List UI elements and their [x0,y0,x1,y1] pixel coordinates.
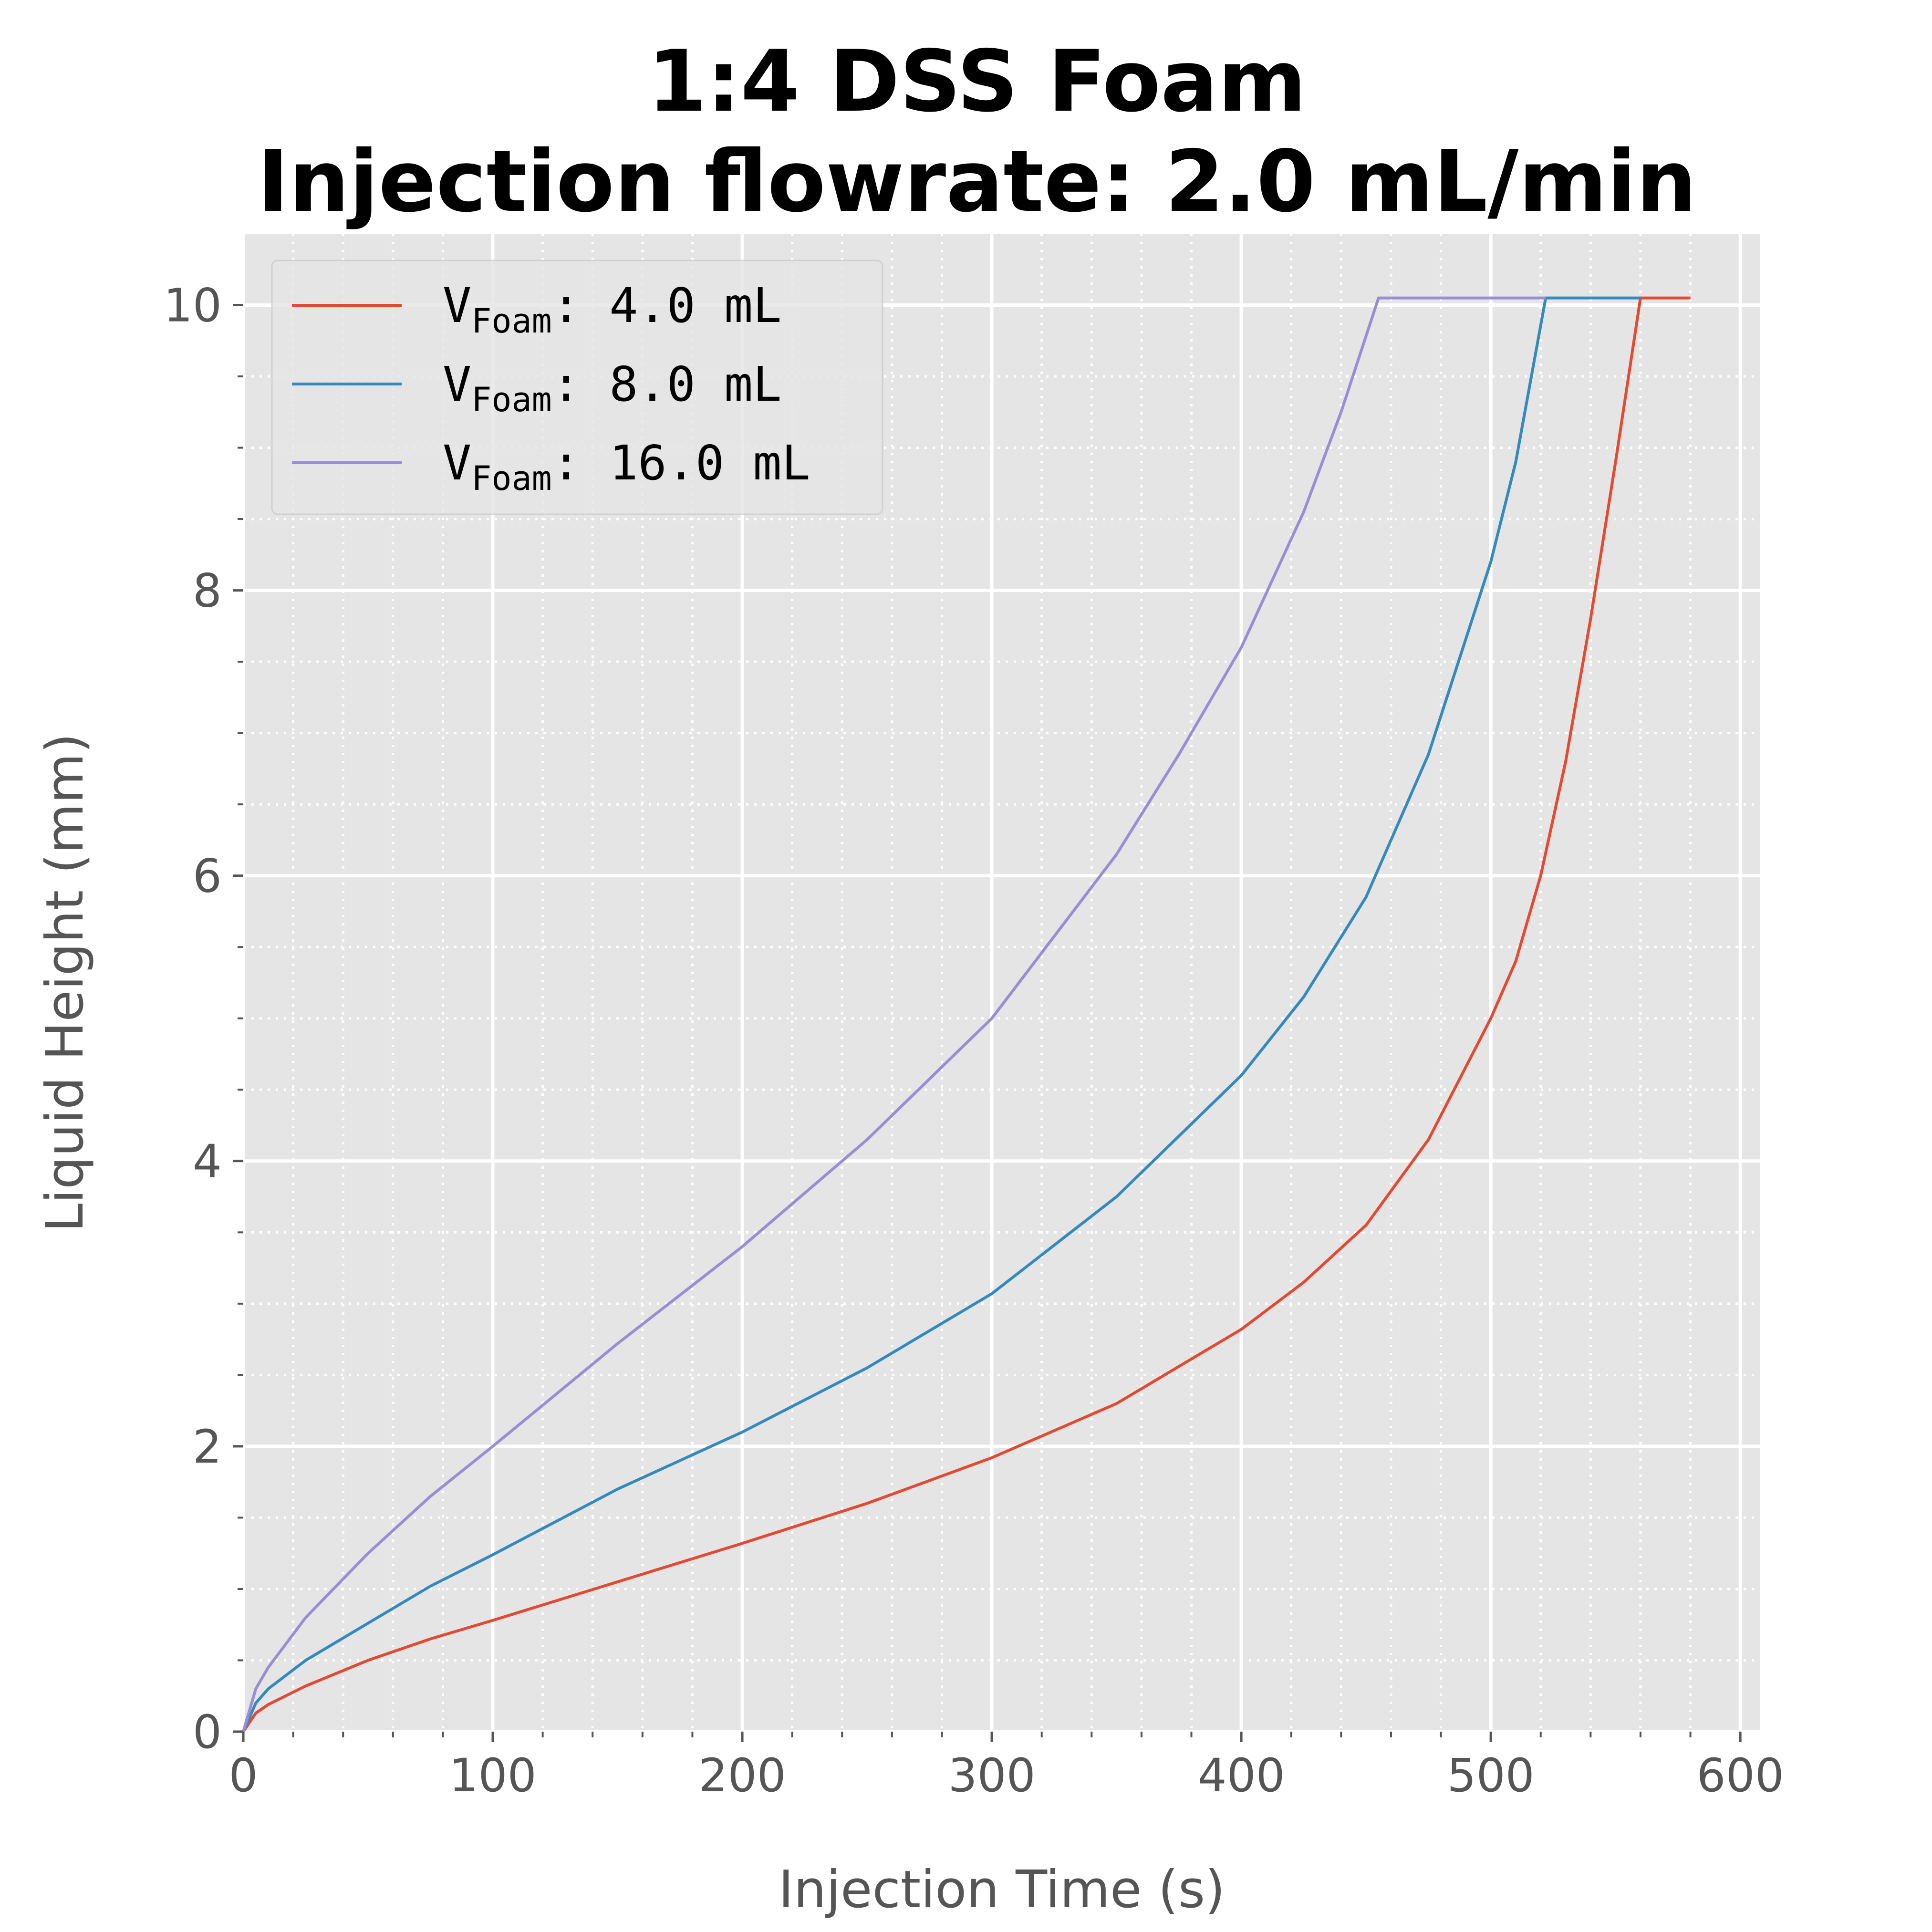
y-axis-label: Liquid Height (mm) [35,733,95,1232]
y-tick-label: 2 [193,1420,222,1474]
y-tick-label: 8 [193,564,222,618]
series-line-1 [242,296,1691,1733]
legend-label-3: VFoam: 16.0 mL [443,435,810,498]
series-line-2 [242,296,1641,1733]
axis-ticks [233,304,1742,1742]
y-tick-label: 4 [193,1135,222,1188]
y-tick-label: 10 [164,279,222,332]
y-tick-label: 0 [193,1705,222,1759]
x-axis-label: Injection Time (s) [779,1860,1226,1920]
legend: VFoam: 4.0 mL VFoam: 8.0 mL VFoam: 16.0 mL [271,260,883,515]
x-tick-label: 500 [1447,1749,1535,1802]
x-tick-label: 200 [698,1749,786,1802]
series-lines [242,296,1691,1733]
series-line-3 [242,296,1546,1732]
chart-title-line2: Injection flowrate: 2.0 mL/min [257,132,1696,231]
legend-label-1: VFoam: 4.0 mL [443,278,781,341]
x-tick-labels: 0 100 200 300 400 500 600 [229,1749,1784,1802]
chart-title-line1: 1:4 DSS Foam [647,32,1306,131]
x-tick-label: 300 [948,1749,1035,1802]
minor-grid [243,234,1760,1732]
y-tick-labels: 0 2 4 6 8 10 [164,279,222,1759]
x-tick-label: 600 [1697,1749,1784,1802]
x-tick-label: 400 [1197,1749,1285,1802]
x-tick-label: 100 [449,1749,536,1802]
y-tick-label: 6 [193,850,222,903]
x-tick-label: 0 [229,1749,258,1802]
legend-label-2: VFoam: 8.0 mL [443,356,781,419]
legend-box [271,260,883,515]
